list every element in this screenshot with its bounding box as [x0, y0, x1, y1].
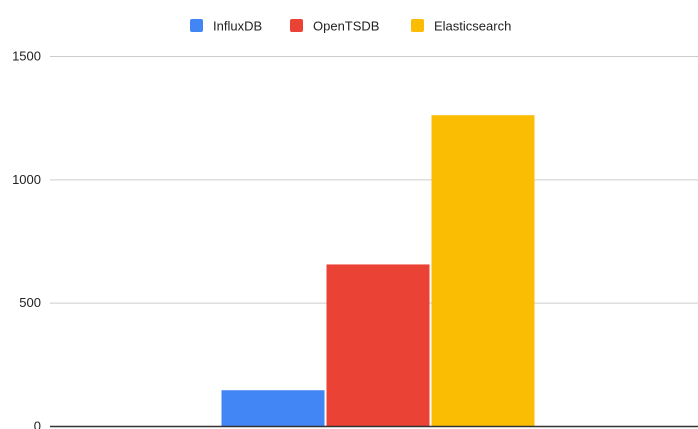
y-tick-label: 0	[34, 419, 41, 429]
y-tick-label: 1000	[12, 172, 41, 187]
bar-opentsdb	[326, 264, 430, 426]
y-tick-label: 500	[19, 295, 41, 310]
bar-elasticsearch	[431, 115, 535, 426]
legend-label-influxdb: InfluxDB	[213, 19, 262, 34]
bars	[221, 115, 535, 426]
legend-label-elasticsearch: Elasticsearch	[434, 19, 511, 34]
y-axis-tick-labels: 0 500 1000 1500	[12, 49, 41, 429]
y-tick-label: 1500	[12, 49, 41, 64]
legend-label-opentsdb: OpenTSDB	[313, 19, 379, 34]
legend-swatch-opentsdb	[290, 19, 303, 32]
bar-influxdb	[221, 390, 325, 426]
legend-swatch-influxdb	[190, 19, 203, 32]
legend-swatch-elasticsearch	[411, 19, 424, 32]
legend: InfluxDB OpenTSDB Elasticsearch	[190, 19, 511, 34]
